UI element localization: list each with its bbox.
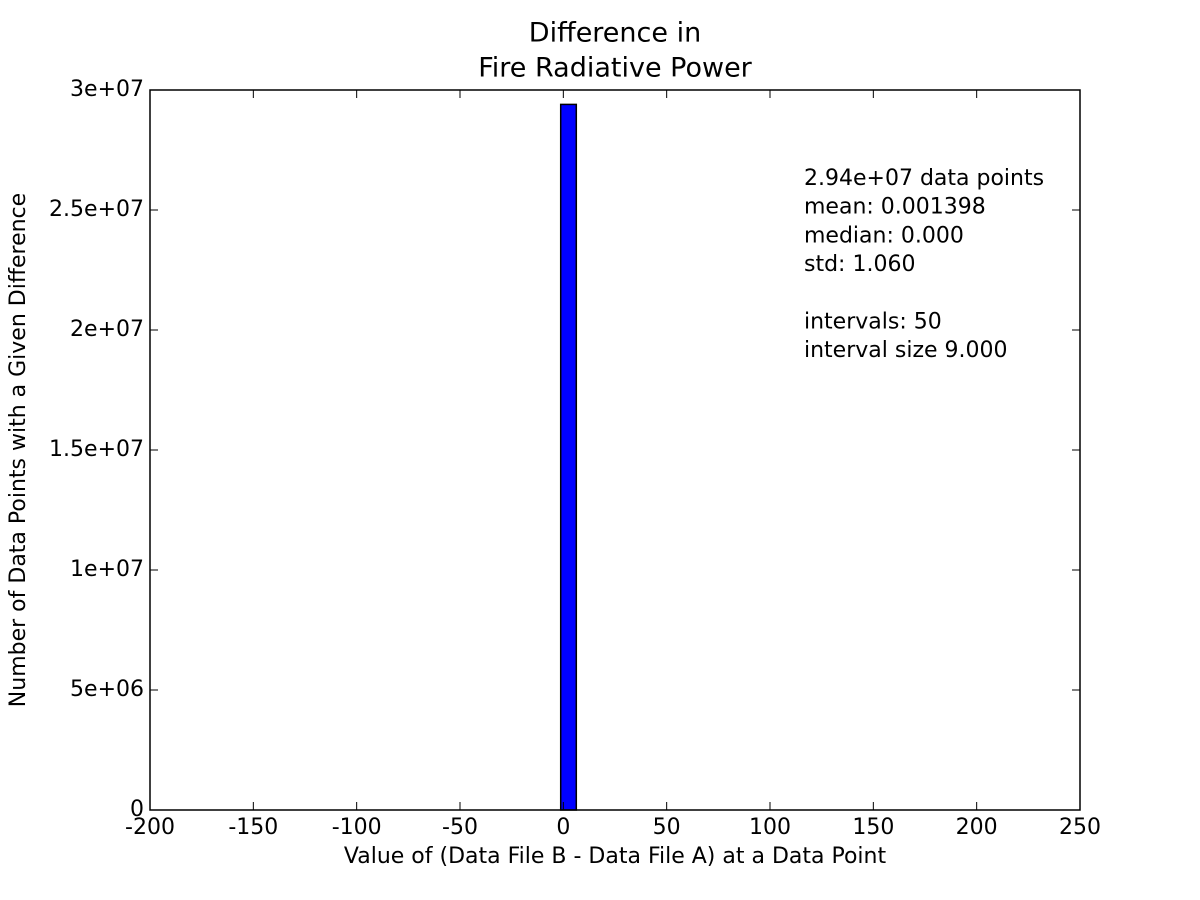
x-tick-label: -50: [442, 815, 478, 840]
x-tick-label: 250: [1059, 815, 1101, 840]
y-tick-label: 1.5e+07: [49, 437, 144, 462]
y-tick-label: 1e+07: [70, 557, 144, 582]
x-tick-label: 50: [653, 815, 681, 840]
y-axis-label: Number of Data Points with a Given Diffe…: [6, 193, 31, 707]
x-tick-label: 200: [956, 815, 998, 840]
y-tick-label: 5e+06: [70, 677, 144, 702]
y-tick-label: 3e+07: [70, 77, 144, 102]
annotation: mean: 0.001398: [804, 195, 986, 220]
chart-title: Fire Radiative Power: [478, 53, 752, 84]
x-axis-label: Value of (Data File B - Data File A) at …: [344, 844, 887, 869]
x-tick-label: -150: [228, 815, 278, 840]
x-tick-label: -100: [332, 815, 382, 840]
x-tick-label: 150: [852, 815, 894, 840]
bar: [559, 103, 578, 811]
x-tick-label: 0: [556, 815, 570, 840]
annotation: 2.94e+07 data points: [804, 166, 1044, 191]
annotation: intervals: 50: [804, 310, 942, 335]
annotation: std: 1.060: [804, 252, 915, 277]
y-tick-label: 2.5e+07: [49, 197, 144, 222]
annotation: interval size 9.000: [804, 338, 1008, 363]
chart-title: Difference in: [529, 18, 701, 49]
annotation: median: 0.000: [804, 223, 964, 248]
y-tick-label: 2e+07: [70, 317, 144, 342]
y-tick-label: 0: [130, 797, 144, 822]
x-tick-label: 100: [749, 815, 791, 840]
plot-frame: [149, 89, 1081, 811]
x-tick-label: -200: [125, 815, 175, 840]
